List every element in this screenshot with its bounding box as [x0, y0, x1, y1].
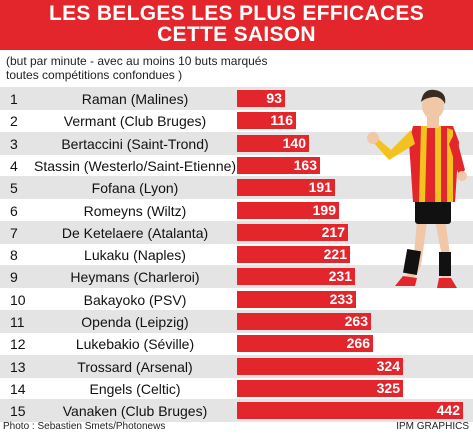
- player-name-label: De Ketelaere (Atalanta): [61, 224, 209, 241]
- player-name-label: Lukebakio (Séville): [75, 336, 195, 353]
- player-name-label: Romeyns (Wiltz): [83, 202, 187, 219]
- player-photo: [367, 89, 467, 288]
- bar-value-label: 191: [308, 179, 332, 196]
- rank-label: 3: [10, 135, 18, 152]
- rank-label: 9: [10, 269, 18, 286]
- table-row: 9 Heymans (Charleroi) 231: [0, 265, 473, 289]
- rank-label: 2: [10, 113, 18, 130]
- table-row: 11 Openda (Leipzig) 263: [0, 310, 473, 333]
- player-name-label: Engels (Celtic): [89, 380, 181, 397]
- bar: [237, 402, 463, 420]
- chart-title-line-2: CETTE SAISON: [157, 23, 316, 46]
- bar: [237, 313, 371, 330]
- table-row: 6 Romeyns (Wiltz) 199: [0, 199, 473, 222]
- table-row: 3 Bertaccini (Saint-Trond) 140: [0, 131, 473, 155]
- bar-value-label: 217: [321, 223, 345, 240]
- bar: [237, 179, 335, 197]
- rank-label: 14: [10, 380, 26, 397]
- chart-title-line-1: LES BELGES LES PLUS EFFICACES: [48, 2, 425, 25]
- bar-value-label: 266: [346, 335, 370, 352]
- player-name-label: Trossard (Arsenal): [77, 358, 193, 375]
- table-row: 15 Vanaken (Club Bruges) 442: [0, 399, 473, 423]
- subtitle-line-2: toutes compétitions confondues ): [6, 68, 183, 82]
- table-row: 1 Raman (Malines) 93: [0, 87, 473, 110]
- bar-value-label: 221: [323, 246, 347, 263]
- bar: [237, 223, 348, 241]
- player-name-label: Vanaken (Club Bruges): [62, 403, 208, 420]
- player-name-label: Bertaccini (Saint-Trond): [61, 135, 209, 152]
- table-row: 13 Trossard (Arsenal) 324: [0, 354, 473, 378]
- rank-label: 11: [10, 314, 25, 330]
- rank-label: 12: [10, 336, 26, 353]
- bar: [237, 112, 296, 130]
- player-name-label: Raman (Malines): [81, 91, 189, 107]
- player-name-label: Openda (Leipzig): [81, 314, 189, 330]
- player-name-label: Fofana (Lyon): [91, 180, 179, 197]
- source-credit: IPM GRAPHICS: [396, 421, 469, 432]
- rank-label: 1: [10, 91, 18, 107]
- bar-value-label: 324: [376, 357, 400, 374]
- bar: [237, 379, 403, 397]
- table-row: 8 Lukaku (Naples) 221: [0, 243, 473, 266]
- chart-subtitle: (but par minute - avec au moins 10 buts …: [6, 54, 306, 82]
- player-name-label: Heymans (Charleroi): [70, 269, 200, 286]
- rank-label: 6: [10, 202, 18, 219]
- table-row: 14 Engels (Celtic) 325: [0, 377, 473, 400]
- rank-label: 10: [10, 291, 26, 308]
- subtitle-line-1: (but par minute - avec au moins 10 buts …: [6, 54, 268, 68]
- bar-value-label: 163: [293, 156, 317, 173]
- bar-value-label: 231: [328, 268, 352, 285]
- bar: [237, 335, 373, 353]
- table-row: 4 Stassin (Westerlo/Saint-Etienne) 163: [0, 154, 473, 177]
- bar-value-label: 199: [312, 201, 336, 218]
- table-row: 10 Bakayoko (PSV) 233: [0, 288, 473, 311]
- bar-value-label: 233: [329, 290, 353, 307]
- rank-label: 15: [10, 403, 26, 420]
- player-name-label: Lukaku (Naples): [84, 247, 186, 264]
- bar-value-label: 263: [344, 313, 368, 329]
- table-row: 5 Fofana (Lyon) 191: [0, 176, 473, 200]
- rank-label: 8: [10, 247, 18, 264]
- bar: [237, 201, 339, 219]
- rank-label: 5: [10, 180, 18, 197]
- bar: [237, 246, 350, 264]
- bar-value-label: 442: [436, 402, 460, 419]
- bar: [237, 134, 309, 152]
- table-row: 7 De Ketelaere (Atalanta) 217: [0, 220, 473, 244]
- photo-credit: Photo : Sebastien Smets/Photonews: [3, 421, 166, 432]
- bar-value-label: 93: [266, 90, 282, 106]
- table-row: 12 Lukebakio (Séville) 266: [0, 332, 473, 355]
- bar-value-label: 325: [376, 379, 400, 396]
- player-name-label: Bakayoko (PSV): [83, 291, 187, 308]
- bar-value-label: 116: [270, 112, 293, 129]
- bar: [237, 156, 320, 174]
- bar: [237, 290, 356, 308]
- rank-label: 13: [10, 358, 26, 375]
- table-row: 2 Vermant (Club Bruges) 116: [0, 109, 473, 132]
- bar: [237, 90, 285, 107]
- rank-label: 4: [10, 157, 18, 174]
- bar-value-label: 140: [282, 134, 306, 151]
- rank-label: 7: [10, 224, 18, 241]
- player-name-label: Stassin (Westerlo/Saint-Etienne): [34, 157, 237, 174]
- title-banner: LES BELGES LES PLUS EFFICACES CETTE SAIS…: [0, 0, 473, 50]
- bar: [237, 268, 355, 286]
- bar: [237, 357, 403, 375]
- player-name-label: Vermant (Club Bruges): [63, 113, 207, 130]
